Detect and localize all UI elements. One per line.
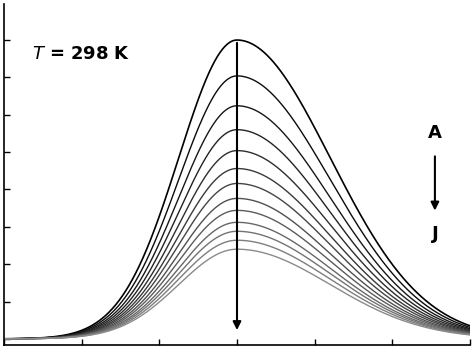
Text: $\mathit{T}$ = 298 K: $\mathit{T}$ = 298 K (32, 45, 130, 63)
Text: J: J (431, 225, 438, 243)
Text: A: A (428, 124, 442, 142)
